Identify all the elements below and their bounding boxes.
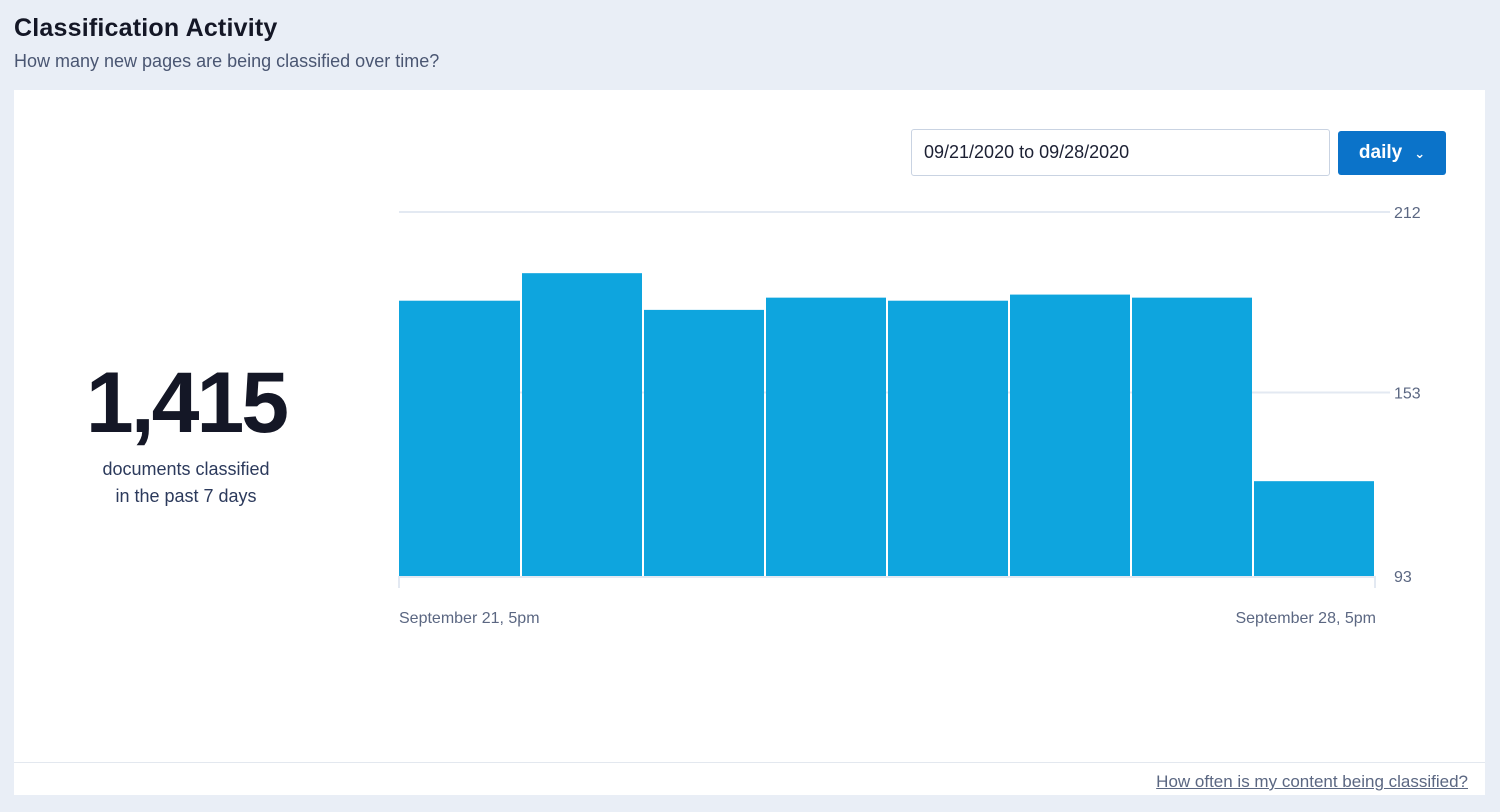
bar <box>644 309 764 576</box>
page-subtitle: How many new pages are being classified … <box>14 51 440 71</box>
x-tick-label: September 28, 5pm <box>1235 610 1376 627</box>
x-tick-label: September 21, 5pm <box>399 610 540 627</box>
interval-dropdown-button[interactable]: daily ⌄ <box>1338 131 1446 175</box>
y-tick-label: 93 <box>1394 569 1412 586</box>
interval-label: daily <box>1358 142 1403 163</box>
classification-help-link[interactable]: How often is my content being classified… <box>1156 772 1468 791</box>
summary-caption: documents classified in the past 7 days <box>36 456 336 510</box>
y-tick-label: 153 <box>1394 385 1421 402</box>
x-axis <box>398 576 1376 588</box>
bar <box>1132 297 1252 576</box>
documents-count: 1,415 <box>85 355 289 451</box>
y-tick-label: 212 <box>1394 205 1421 222</box>
bar <box>522 273 642 576</box>
bar <box>1010 294 1130 576</box>
card-footer: How often is my content being classified… <box>14 762 1485 796</box>
x-tick-labels: September 21, 5pm September 28, 5pm <box>399 610 1376 627</box>
bars <box>399 273 1374 576</box>
y-tick-labels: 93 153 212 <box>1394 205 1421 586</box>
summary-caption-line2: in the past 7 days <box>115 486 257 506</box>
summary-caption-line1: documents classified <box>102 459 270 479</box>
summary-panel: 1,415 documents classified in the past 7… <box>36 360 336 510</box>
classification-bar-chart: 93 153 212 September 21, 5pm September 28, … <box>398 205 1421 627</box>
bar <box>1254 481 1374 576</box>
activity-card: 1,415 documents classified in the past 7… <box>14 90 1485 795</box>
chevron-down-icon: ⌄ <box>1414 145 1426 161</box>
page-title: Classification Activity <box>14 14 278 42</box>
bar <box>766 297 886 576</box>
date-range-input[interactable] <box>911 129 1330 176</box>
bar <box>888 300 1008 576</box>
bar <box>399 300 520 576</box>
